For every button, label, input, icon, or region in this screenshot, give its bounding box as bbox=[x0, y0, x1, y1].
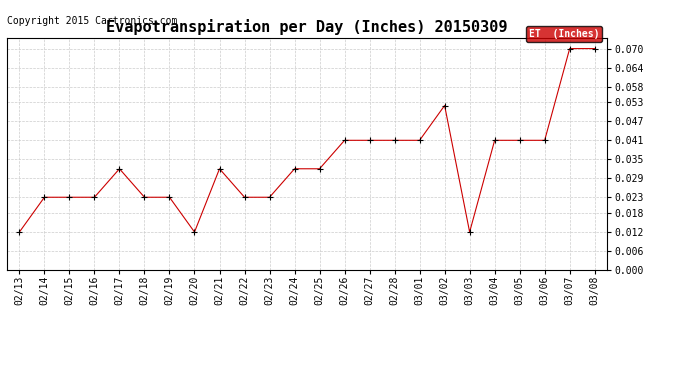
Title: Evapotranspiration per Day (Inches) 20150309: Evapotranspiration per Day (Inches) 2015… bbox=[106, 19, 508, 35]
Text: Copyright 2015 Cartronics.com: Copyright 2015 Cartronics.com bbox=[7, 16, 177, 26]
Legend: ET  (Inches): ET (Inches) bbox=[526, 26, 602, 42]
